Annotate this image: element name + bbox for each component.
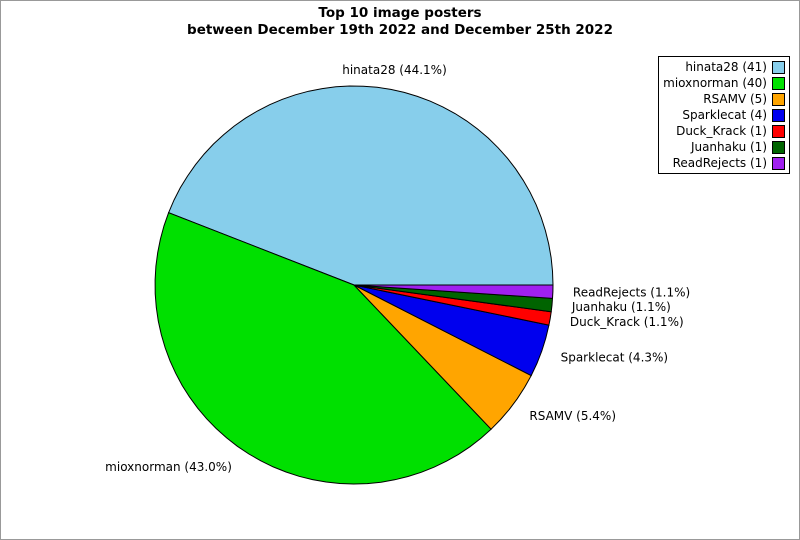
legend-label-RSAMV: RSAMV (5): [703, 92, 767, 106]
legend-label-ReadRejects: ReadRejects (1): [672, 156, 767, 170]
pie-slice-hinata28: [167, 85, 554, 286]
slice-label-Sparklecat: Sparklecat (4.3%): [561, 351, 669, 365]
slice-label-Juanhaku: Juanhaku (1.1%): [571, 300, 671, 314]
legend-swatch-Juanhaku: [772, 140, 785, 154]
legend-label-hinata28: hinata28 (41): [685, 60, 767, 74]
slice-label-Duck_Krack: Duck_Krack (1.1%): [570, 315, 684, 329]
legend-swatch-mioxnorman: [772, 76, 785, 90]
legend-swatch-Duck_Krack: [772, 124, 785, 138]
pie-slice-mioxnorman: [154, 212, 492, 485]
slice-label-RSAMV: RSAMV (5.4%): [529, 409, 616, 423]
legend-swatch-ReadRejects: [772, 156, 785, 170]
legend-swatch-RSAMV: [772, 92, 785, 106]
chart-title: Top 10 image posters between December 19…: [1, 5, 799, 39]
legend-label-Sparklecat: Sparklecat (4): [682, 108, 767, 122]
legend-item-mioxnorman: mioxnorman (40): [663, 75, 785, 91]
slice-label-hinata28: hinata28 (44.1%): [342, 63, 447, 77]
legend-item-Juanhaku: Juanhaku (1): [663, 139, 785, 155]
chart-title-line1: Top 10 image posters: [318, 5, 482, 21]
chart-title-line2: between December 19th 2022 and December …: [187, 22, 613, 38]
legend-label-mioxnorman: mioxnorman (40): [663, 76, 767, 90]
slice-label-ReadRejects: ReadRejects (1.1%): [573, 285, 690, 299]
legend-item-hinata28: hinata28 (41): [663, 59, 785, 75]
legend: hinata28 (41) mioxnorman (40) RSAMV (5) Spa…: [658, 56, 790, 174]
legend-swatch-Sparklecat: [772, 108, 785, 122]
legend-item-RSAMV: RSAMV (5): [663, 91, 785, 107]
legend-swatch-hinata28: [772, 60, 785, 74]
pie-slice-ReadRejects: [353, 284, 554, 299]
legend-item-Duck_Krack: Duck_Krack (1): [663, 123, 785, 139]
legend-label-Duck_Krack: Duck_Krack (1): [676, 124, 767, 138]
legend-item-ReadRejects: ReadRejects (1): [663, 155, 785, 171]
pie-slice-RSAMV: [353, 284, 532, 430]
legend-item-Sparklecat: Sparklecat (4): [663, 107, 785, 123]
slice-label-mioxnorman: mioxnorman (43.0%): [105, 460, 232, 474]
legend-label-Juanhaku: Juanhaku (1): [690, 140, 767, 154]
